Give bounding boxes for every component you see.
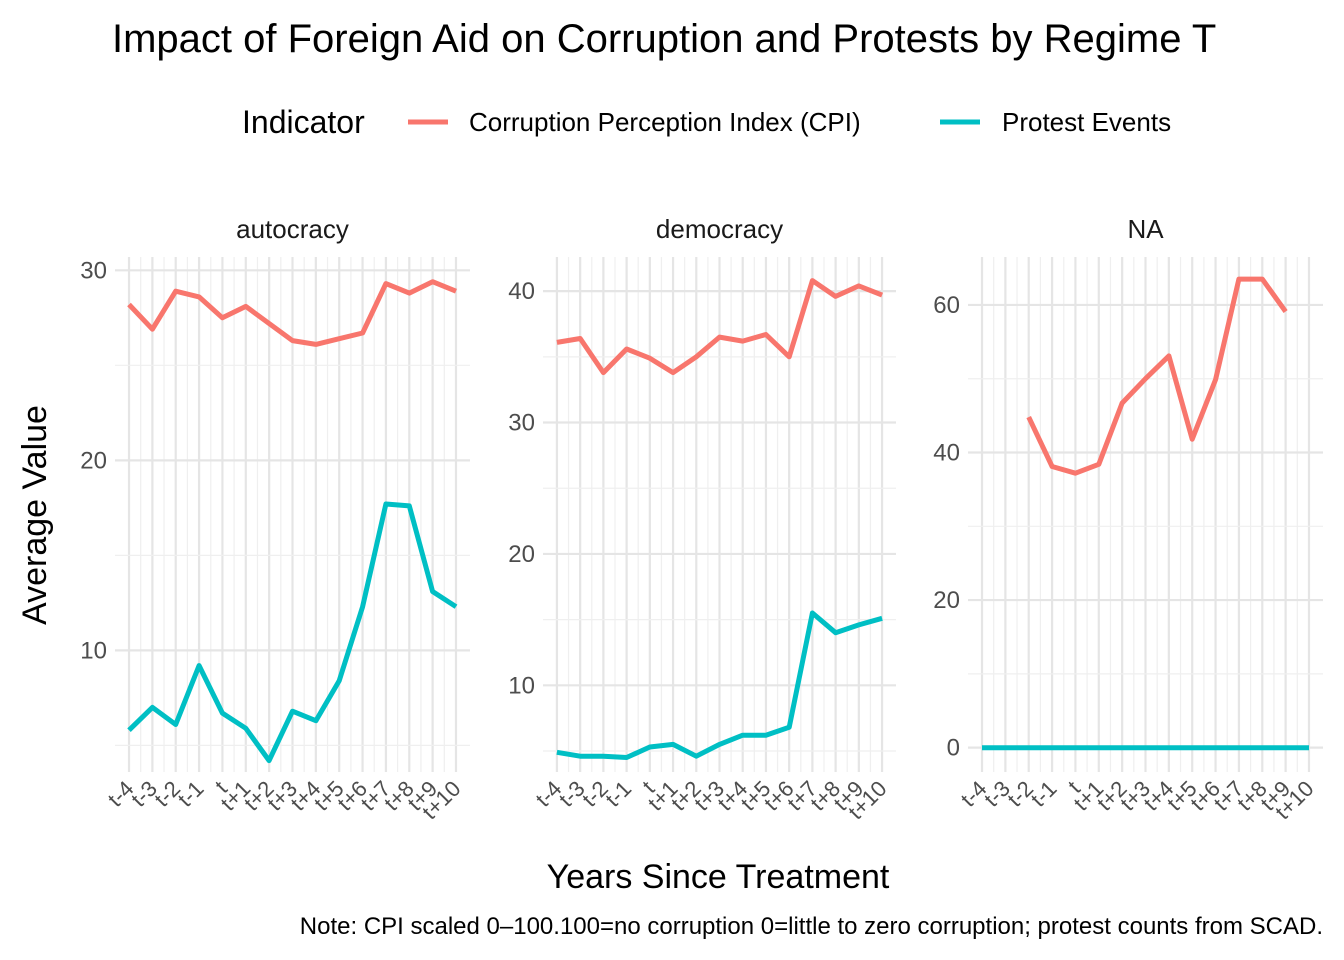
y-tick-label: 20 <box>933 587 960 614</box>
y-tick-label: 20 <box>80 447 107 474</box>
legend-title: Indicator <box>242 104 365 140</box>
series-line-cpi <box>127 279 457 347</box>
y-tick-label: 40 <box>933 440 960 467</box>
legend: Indicator Corruption Perception Index (C… <box>242 104 1171 140</box>
series-line-cpi <box>1026 276 1288 476</box>
y-tick-label: 10 <box>508 672 535 699</box>
x-axis-title: Years Since Treatment <box>547 858 890 896</box>
y-tick-label: 40 <box>508 278 535 305</box>
legend-label-cpi: Corruption Perception Index (CPI) <box>469 107 861 137</box>
y-tick-label: 60 <box>933 292 960 319</box>
x-tick-label: t-1 <box>1026 776 1062 812</box>
x-tick-label: t-1 <box>173 776 209 812</box>
series-line-protest <box>556 610 883 760</box>
strip-label: autocracy <box>236 214 349 244</box>
y-axis-title: Average Value <box>16 405 54 625</box>
series-line-cpi <box>556 278 884 376</box>
y-tick-label: 0 <box>947 735 960 762</box>
legend-label-protest: Protest Events <box>1002 107 1171 137</box>
strip-label: NA <box>1127 214 1164 244</box>
chart-caption: Note: CPI scaled 0–100.100=no corruption… <box>300 913 1323 940</box>
y-tick-label: 30 <box>508 410 535 437</box>
chart-title: Impact of Foreign Aid on Corruption and … <box>112 17 1216 61</box>
series-line-protest <box>127 501 458 764</box>
y-tick-label: 10 <box>80 637 107 664</box>
x-tick-label: t-1 <box>600 776 636 812</box>
y-tick-label: 30 <box>80 257 107 284</box>
y-tick-label: 20 <box>508 541 535 568</box>
strip-label: democracy <box>656 214 783 244</box>
